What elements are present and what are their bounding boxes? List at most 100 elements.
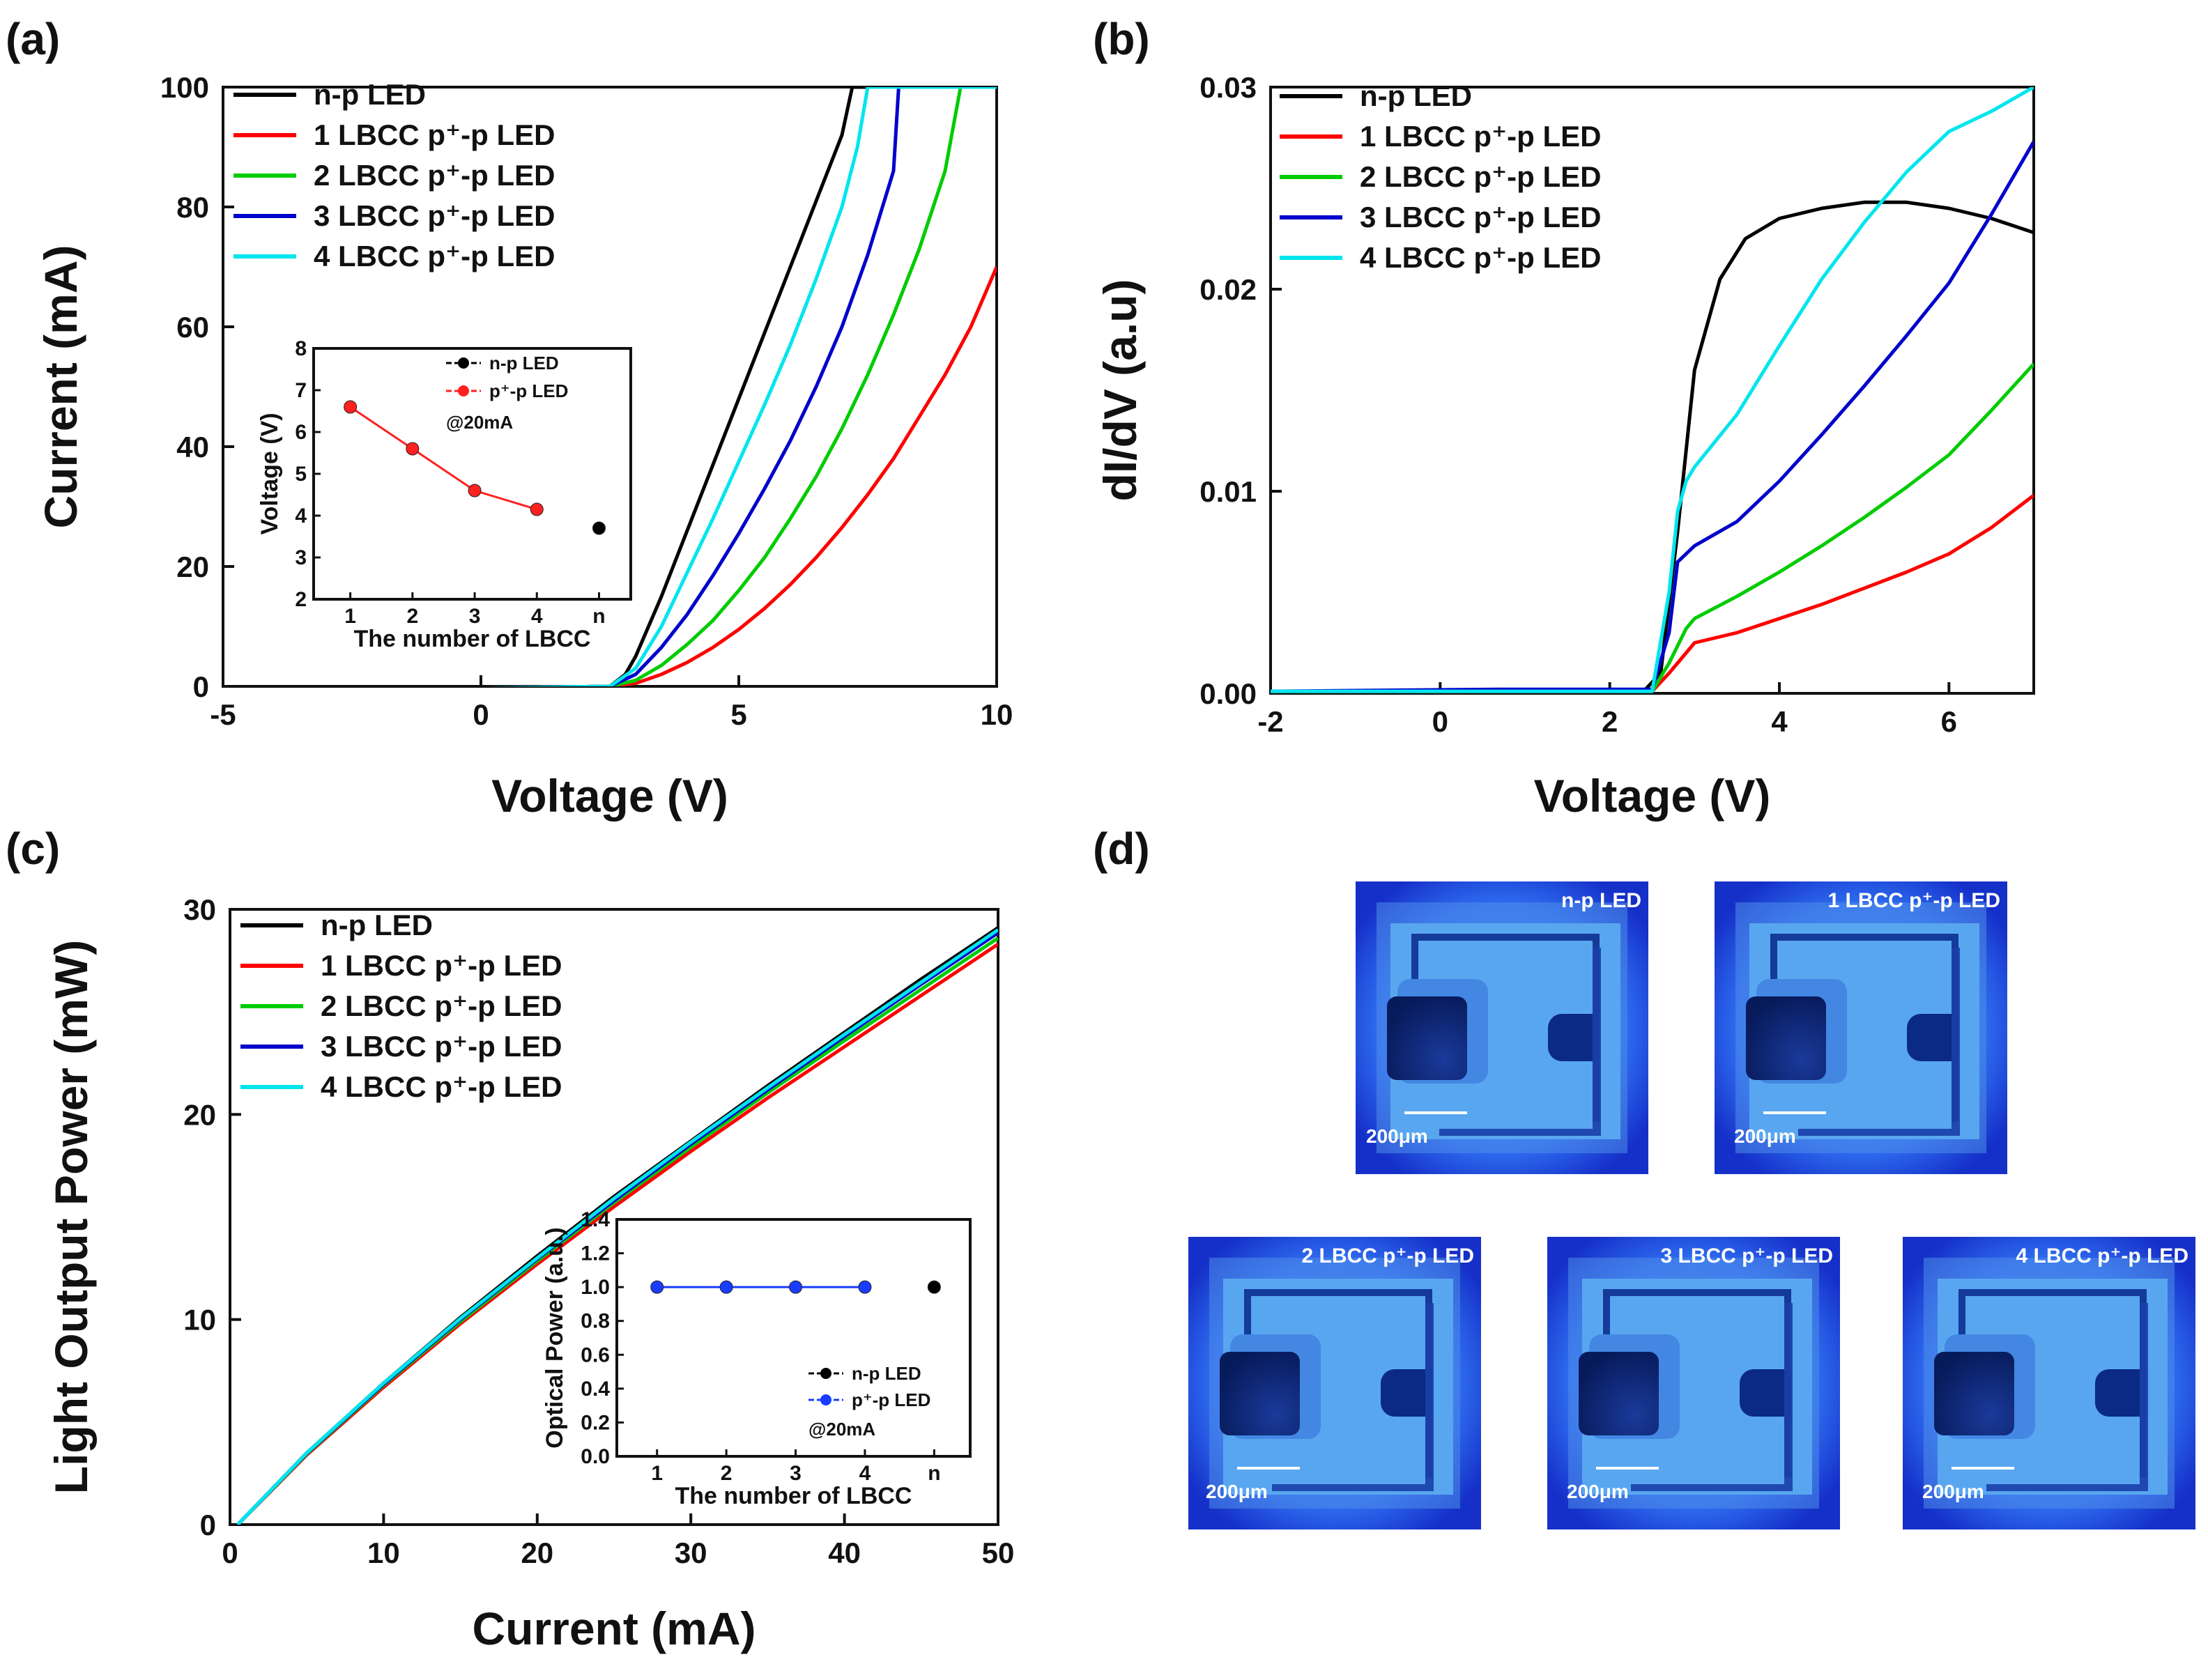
inset-y-tick-label: 1.0: [581, 1276, 610, 1299]
inset-y-tick-label: 6: [295, 421, 307, 444]
micrograph-label: n-p LED: [1561, 889, 1641, 912]
panel-label-c: (c): [6, 824, 60, 874]
inset-x-tick-label: 2: [406, 605, 418, 628]
inset-x-axis-label: The number of LBCC: [675, 1483, 912, 1509]
micrograph-np-led: n-p LED 200μm: [1356, 881, 1648, 1174]
panel-label-b: (b): [1093, 14, 1150, 64]
x-axis-label: Current (mA): [473, 1603, 756, 1654]
scale-bar-label: 200μm: [1922, 1481, 1984, 1502]
legend-label: 1 LBCC p⁺-p LED: [321, 949, 562, 982]
inset-y-tick-label: 2: [295, 588, 307, 611]
inset-x-tick-label: n: [592, 605, 605, 628]
plot-frame: [1269, 86, 2035, 695]
y-tick-label: 30: [183, 893, 216, 926]
inset-legend-marker: [458, 357, 469, 369]
panel-label-a: (a): [6, 14, 60, 64]
series-line: [236, 928, 998, 1525]
inset-annotation: @20mA: [808, 1419, 875, 1440]
inset-y-axis-label: Voltage (V): [256, 413, 283, 534]
y-axis-label: Current (mA): [35, 245, 86, 529]
legend-label: 1 LBCC p⁺-p LED: [314, 118, 555, 151]
y-tick-label: 80: [176, 191, 209, 224]
series-group: [236, 926, 998, 1525]
y-tick-label: 0.03: [1199, 71, 1257, 104]
inset-data-point: [530, 502, 544, 516]
scale-bar-label: 200μm: [1567, 1481, 1629, 1502]
legend-label: 3 LBCC p⁺-p LED: [1360, 201, 1601, 233]
y-tick-label: 100: [160, 71, 209, 104]
plot-frame: [229, 908, 999, 1526]
y-tick-label: 0: [193, 670, 209, 703]
y-tick-label: 0.00: [1199, 677, 1257, 710]
y-tick-label: 10: [183, 1304, 216, 1336]
x-tick-label: -2: [1257, 705, 1283, 738]
panel-label-d: (d): [1093, 824, 1150, 874]
chart-b-didv-curve: -2 0 2 4 6 0.00 0.01 0.02 0.03 Voltage (V) dI/dV (…: [1094, 71, 2035, 822]
inset-x-tick-label: 1: [344, 605, 356, 628]
inset-data-point: [406, 442, 420, 456]
scale-bar-label: 200μm: [1366, 1125, 1428, 1147]
micrograph-3-lbcc: 3 LBCC p⁺-p LED 200μm: [1547, 1237, 1840, 1529]
series-line: [1271, 493, 2034, 693]
x-tick-label: 50: [982, 1536, 1015, 1569]
inset-legend-marker: [820, 1394, 831, 1405]
scale-bar-label: 200μm: [1206, 1481, 1268, 1502]
x-tick-label: 20: [521, 1536, 553, 1569]
inset-x-axis-label: The number of LBCC: [354, 626, 591, 652]
scale-bar-label: 200μm: [1734, 1125, 1796, 1147]
inset-x-tick-label: 4: [859, 1462, 871, 1485]
y-tick-label: 20: [183, 1098, 216, 1131]
x-tick-label: 30: [675, 1536, 707, 1569]
inset-annotation: @20mA: [446, 412, 513, 433]
inset-x-tick-label: 4: [531, 605, 543, 628]
x-tick-label: 4: [1771, 705, 1788, 738]
micrograph-label: 2 LBCC p⁺-p LED: [1302, 1244, 1475, 1267]
micrograph-label: 4 LBCC p⁺-p LED: [2016, 1244, 2189, 1267]
legend-label: 2 LBCC p⁺-p LED: [314, 159, 555, 192]
inset-data-point: [468, 484, 482, 498]
x-tick-label: 6: [1941, 705, 1957, 738]
x-tick-label: 0: [473, 698, 489, 731]
inset-y-axis-label: Optical Power (a.u.): [542, 1227, 568, 1448]
inset-y-tick-label: 0.8: [581, 1310, 610, 1333]
y-tick-label: 0: [200, 1509, 216, 1541]
x-tick-label: 5: [730, 698, 746, 731]
legend-label: 2 LBCC p⁺-p LED: [1360, 160, 1601, 193]
series-line: [1271, 362, 2034, 693]
inset-y-tick-label: 1.4: [581, 1208, 610, 1231]
inset-y-tick-label: 7: [295, 379, 307, 402]
legend-label: 2 LBCC p⁺-p LED: [321, 989, 562, 1022]
inset-y-tick-label: 0.2: [581, 1411, 610, 1434]
inset-y-tick-label: 4: [295, 504, 307, 527]
inset-frame: [312, 347, 632, 601]
inset-legend-label: n-p LED: [489, 353, 559, 373]
chart-c-light-output: 0 10 20 30 40 50 0 10 20 30 Current (mA) Light Outp…: [45, 893, 1014, 1654]
legend-label: 3 LBCC p⁺-p LED: [321, 1030, 562, 1063]
y-tick-label: 60: [176, 311, 209, 344]
inset-chart: 1 2 3 4 n 2 3 4 5 6 7 8 The number of LBCC Voltage (V…: [256, 337, 632, 652]
series-line: [1271, 141, 2034, 693]
legend-label: 4 LBCC p⁺-p LED: [321, 1070, 562, 1103]
inset-x-tick-label: 3: [469, 605, 481, 628]
inset-data-point: [592, 521, 606, 535]
series-group: [486, 87, 997, 686]
legend-label: n-p LED: [321, 909, 433, 941]
legend-label: 3 LBCC p⁺-p LED: [314, 199, 555, 232]
series-line: [486, 266, 997, 686]
x-axis-label: Voltage (V): [1534, 770, 1771, 822]
micrograph-2-lbcc: 2 LBCC p⁺-p LED 200μm: [1188, 1237, 1481, 1529]
x-tick-label: 10: [981, 698, 1013, 731]
legend-label: n-p LED: [314, 78, 426, 111]
legend-label: 4 LBCC p⁺-p LED: [1360, 241, 1601, 274]
x-tick-label: 2: [1602, 705, 1618, 738]
y-tick-label: 20: [176, 550, 209, 583]
legend-label: 4 LBCC p⁺-p LED: [314, 240, 555, 272]
series-line: [486, 87, 997, 686]
x-tick-label: -5: [210, 698, 236, 731]
inset-data-point: [344, 400, 358, 414]
inset-x-tick-label: 2: [721, 1462, 733, 1485]
x-tick-label: 40: [828, 1536, 861, 1569]
series-line: [486, 87, 997, 686]
